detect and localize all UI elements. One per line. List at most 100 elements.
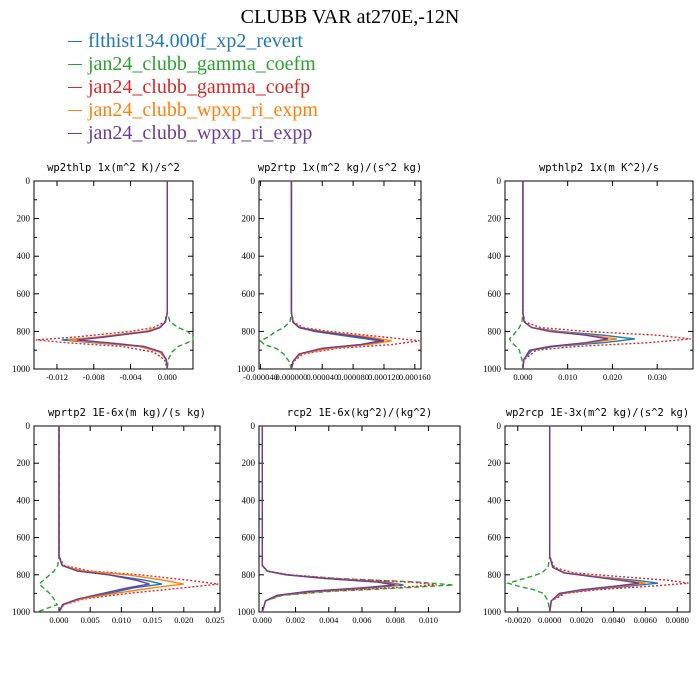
plot-frame xyxy=(33,180,194,370)
legend-label: jan24_clubb_gamma_coefm xyxy=(88,53,316,75)
series-line xyxy=(549,426,640,613)
x-tick-label: 0.0020 xyxy=(570,615,593,625)
x-tick-label: 0.020 xyxy=(174,615,193,625)
plot-frame xyxy=(258,425,461,613)
panel-title: rcp2 1E-6x(kg^2)/(kg^2) xyxy=(287,407,432,419)
series-line xyxy=(58,426,150,613)
y-tick-label: 600 xyxy=(17,289,31,299)
series-line xyxy=(35,181,169,370)
x-tick-label: 0.006 xyxy=(352,615,371,625)
x-tick-label: 0.000 xyxy=(513,372,532,382)
series-line xyxy=(77,181,169,370)
x-tick-label: 0.0060 xyxy=(634,615,657,625)
x-tick-label: -0.000040 xyxy=(243,372,278,382)
x-tick-label: -0.008 xyxy=(83,372,105,382)
y-tick-label: 800 xyxy=(488,326,502,336)
x-tick-label: 0.000 xyxy=(158,372,177,382)
y-tick-label: 1000 xyxy=(12,364,31,374)
x-tick-label: 0.004 xyxy=(319,615,339,625)
x-tick-label: 0.000 xyxy=(49,615,68,625)
y-tick-label: 400 xyxy=(488,495,502,505)
legend-swatch xyxy=(68,41,82,42)
x-tick-label: 0.010 xyxy=(558,372,577,382)
panel-title: wpthlp2 1x(m K^2)/s xyxy=(539,162,659,174)
y-tick-label: 200 xyxy=(17,458,31,468)
series-line xyxy=(290,181,420,370)
legend: flthist134.000f_xp2_revert jan24_clubb_g… xyxy=(68,30,318,145)
y-tick-label: 400 xyxy=(17,251,31,261)
y-tick-label: 200 xyxy=(488,458,502,468)
series-line xyxy=(58,426,219,613)
y-tick-label: 1000 xyxy=(12,607,31,617)
legend-item: jan24_clubb_gamma_coefm xyxy=(68,53,318,76)
plot-frame xyxy=(33,425,221,613)
y-tick-label: 600 xyxy=(242,289,256,299)
y-tick-label: 600 xyxy=(242,533,256,543)
x-tick-label: 0.000120 xyxy=(368,372,400,382)
y-tick-label: 200 xyxy=(17,214,31,224)
y-tick-label: 400 xyxy=(242,251,256,261)
y-tick-label: 800 xyxy=(17,326,31,336)
y-tick-label: 0 xyxy=(251,421,256,431)
legend-label: jan24_clubb_wpxp_ri_expp xyxy=(88,122,313,144)
y-tick-label: 0 xyxy=(497,421,502,431)
x-tick-label: 0.000080 xyxy=(337,372,369,382)
panel-title: wprtp2 1E-6x(m kg)/(s kg) xyxy=(48,407,206,419)
series-line xyxy=(261,426,404,613)
series-line xyxy=(166,181,194,370)
series-line xyxy=(58,426,184,613)
y-tick-label: 800 xyxy=(242,326,256,336)
x-tick-label: 0.025 xyxy=(205,615,224,625)
legend-swatch xyxy=(68,110,82,111)
x-tick-label: 0.008 xyxy=(386,615,405,625)
x-tick-label: -0.004 xyxy=(120,372,143,382)
series-line xyxy=(261,426,437,613)
y-tick-label: 1000 xyxy=(237,607,256,617)
plot-frame xyxy=(504,425,691,613)
series-line xyxy=(549,426,689,613)
y-tick-label: 400 xyxy=(488,251,502,261)
y-tick-label: 1000 xyxy=(237,364,256,374)
panel-title: wp2rtp 1x(m^2 kg)/(s^2 kg) xyxy=(258,162,422,174)
x-tick-label: 0.000040 xyxy=(306,372,338,382)
y-tick-label: 600 xyxy=(17,533,31,543)
legend-label: jan24_clubb_wpxp_ri_expm xyxy=(88,99,318,121)
x-tick-label: 0.010 xyxy=(112,615,131,625)
y-tick-label: 0 xyxy=(251,176,256,186)
x-tick-label: 0.015 xyxy=(143,615,162,625)
panel-title: wp2rcp 1E-3x(m^2 kg)/(s^2 kg) xyxy=(506,407,689,419)
x-tick-label: 0.000 xyxy=(253,615,272,625)
series-line xyxy=(505,426,551,613)
y-tick-label: 600 xyxy=(488,533,502,543)
legend-item: jan24_clubb_wpxp_ri_expp xyxy=(68,122,318,145)
plot-frame xyxy=(258,180,422,370)
x-tick-label: 0.0080 xyxy=(666,615,689,625)
y-tick-label: 800 xyxy=(242,570,256,580)
y-tick-label: 400 xyxy=(242,495,256,505)
y-tick-label: 1000 xyxy=(483,607,502,617)
legend-item: flthist134.000f_xp2_revert xyxy=(68,30,318,53)
x-tick-label: -0.0020 xyxy=(505,615,531,625)
legend-item: jan24_clubb_wpxp_ri_expm xyxy=(68,99,318,122)
x-tick-label: 0.020 xyxy=(603,372,622,382)
legend-swatch xyxy=(68,133,82,134)
x-tick-label: 0.002 xyxy=(286,615,305,625)
series-line xyxy=(522,181,609,370)
series-line xyxy=(290,181,381,370)
x-tick-label: 0.000160 xyxy=(399,372,431,382)
x-tick-label: 0.0000 xyxy=(538,615,561,625)
x-tick-label: 0.010 xyxy=(419,615,438,625)
x-tick-label: 0.000000 xyxy=(275,372,307,382)
x-tick-label: 0.005 xyxy=(81,615,100,625)
y-tick-label: 0 xyxy=(26,176,31,186)
y-tick-label: 0 xyxy=(26,421,31,431)
y-tick-label: 200 xyxy=(242,214,256,224)
series-line xyxy=(290,181,385,370)
series-line xyxy=(36,426,60,613)
x-tick-label: -0.012 xyxy=(46,372,68,382)
figure-title: CLUBB VAR at270E,-12N xyxy=(240,6,460,28)
legend-label: jan24_clubb_gamma_coefp xyxy=(88,76,311,98)
x-tick-label: 0.030 xyxy=(648,372,667,382)
legend-swatch xyxy=(68,87,82,88)
